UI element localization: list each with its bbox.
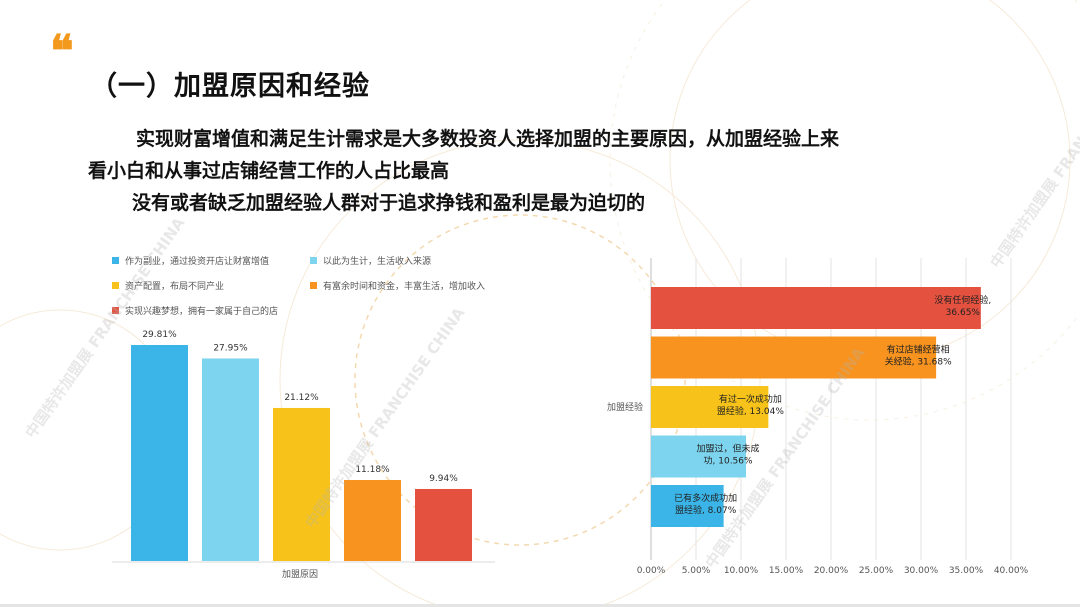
bar	[651, 336, 937, 379]
quote-icon: ❝	[50, 26, 74, 77]
legend-label: 资产配置，布局不同产业	[125, 282, 225, 292]
bar-value-label: 27.95%	[213, 343, 248, 353]
bar	[202, 358, 259, 561]
legend-label: 实现兴趣梦想，拥有一家属于自己的店	[125, 307, 279, 317]
bar	[131, 345, 188, 561]
legend-item: 有富余时间和资金，丰富生活，增加收入	[310, 279, 485, 292]
page-title: （一）加盟原因和经验	[90, 71, 370, 102]
paragraph-3: 没有或者缺乏加盟经验人群对于追求挣钱和盈利是最为迫切的	[132, 192, 646, 214]
legend-item: 实现兴趣梦想，拥有一家属于自己的店	[112, 304, 278, 317]
bar-value-label: 29.81%	[142, 330, 177, 340]
bar-value-label: 功, 10.56%	[704, 456, 753, 467]
bar-value-label: 盟经验, 13.04%	[717, 405, 784, 417]
bar-value-label: 9.94%	[429, 474, 458, 484]
legend-item: 作为副业，通过投资开店让财富增值	[112, 254, 269, 267]
bar-value-label: 有过一次成功加	[719, 393, 782, 405]
x-tick-label: 40.00%	[994, 566, 1029, 576]
legend-label: 以此为生计，生活收入来源	[323, 257, 432, 267]
legend-swatch	[310, 282, 317, 289]
bar-value-label: 盟经验, 8.07%	[675, 504, 737, 516]
x-tick-label: 10.00%	[724, 566, 759, 576]
x-tick-label: 35.00%	[949, 566, 984, 576]
legend-swatch	[112, 282, 119, 289]
bar-value-label: 没有任何经验,	[934, 294, 991, 306]
bar-value-label: 36.65%	[946, 308, 981, 318]
paragraph-2: 看小白和从事过店铺经营工作的人占比最高	[88, 160, 450, 182]
bar-value-label: 关经验, 31.68%	[885, 356, 952, 368]
bar	[651, 435, 747, 478]
legend-label: 有富余时间和资金，丰富生活，增加收入	[323, 282, 486, 292]
paragraph-1: 实现财富增值和满足生计需求是大多数投资人选择加盟的主要原因，从加盟经验上来	[136, 128, 840, 150]
legend-item: 以此为生计，生活收入来源	[310, 254, 431, 267]
bar	[651, 386, 769, 428]
bar-value-label: 21.12%	[284, 393, 319, 403]
y-axis-label: 加盟经验	[607, 401, 643, 413]
x-tick-label: 15.00%	[769, 566, 804, 576]
x-axis-label: 加盟原因	[282, 569, 318, 580]
x-tick-label: 5.00%	[682, 566, 711, 576]
legend-swatch	[310, 257, 317, 264]
bar	[651, 287, 981, 329]
bar	[651, 485, 724, 527]
x-tick-label: 0.00%	[637, 566, 666, 576]
bar	[273, 407, 330, 561]
x-tick-label: 20.00%	[814, 566, 849, 576]
bar	[344, 479, 401, 561]
bar	[415, 488, 472, 561]
bar-value-label: 已有多次成功加	[674, 492, 737, 504]
bar-value-label: 11.18%	[355, 465, 390, 475]
bottom-border	[0, 604, 1080, 607]
legend-swatch	[112, 257, 119, 264]
x-tick-label: 25.00%	[859, 566, 894, 576]
x-tick-label: 30.00%	[904, 566, 939, 576]
bar-value-label: 有过店铺经营相	[887, 344, 950, 356]
bar-value-label: 加盟过，但未成	[697, 443, 760, 455]
legend-label: 作为副业，通过投资开店让财富增值	[125, 257, 270, 267]
legend-item: 资产配置，布局不同产业	[112, 279, 224, 292]
legend-swatch	[112, 307, 119, 314]
